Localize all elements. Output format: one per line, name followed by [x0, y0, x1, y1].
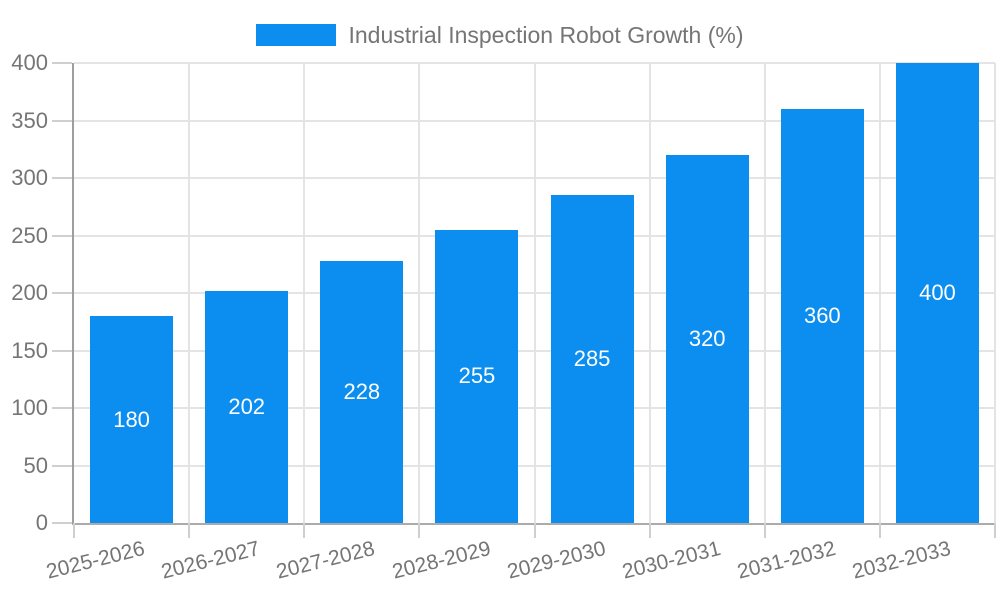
y-axis-label: 0 [35, 510, 48, 535]
x-axis-tick [73, 523, 75, 538]
bar-value-label: 228 [343, 378, 381, 404]
legend-item[interactable]: Industrial Inspection Robot Growth (%) [0, 18, 1000, 52]
y-axis-tick [52, 119, 72, 122]
x-axis-tick [763, 523, 766, 538]
bar-value-label: 255 [458, 363, 496, 389]
bar-value-label: 360 [803, 303, 841, 328]
plot-area: 180 202 228 255 285 320 360 400 [52, 62, 996, 538]
y-axis-tick [52, 464, 72, 467]
gridline-vertical [994, 63, 996, 523]
y-axis-label: 150 [11, 337, 48, 363]
bar-value-label: 320 [688, 326, 726, 351]
x-axis-label: 2026-2027 [159, 537, 263, 584]
y-axis-tick [52, 522, 72, 524]
y-axis-tick [52, 234, 72, 237]
bar-value-label: 202 [228, 393, 266, 419]
bar-2031-2032[interactable]: 360 [780, 109, 864, 523]
bar-2032-2033[interactable]: 400 [895, 63, 979, 523]
bar-2030-2031[interactable]: 320 [665, 155, 749, 523]
y-axis-labels: 0 50 100 150 200 250 300 350 400 [0, 50, 50, 535]
x-axis-label: 2029-2030 [504, 537, 608, 584]
x-axis-tick [533, 523, 536, 538]
y-axis-label: 300 [11, 165, 48, 190]
gridline-vertical [763, 63, 766, 523]
legend-swatch [256, 24, 337, 46]
gridline-vertical [303, 63, 306, 523]
bar-2029-2030[interactable]: 285 [550, 195, 634, 523]
y-axis-label: 400 [11, 50, 48, 75]
y-axis-label: 50 [23, 452, 48, 478]
y-axis-label: 350 [11, 107, 48, 133]
bar-value-label: 285 [573, 346, 611, 372]
x-axis-label: 2031-2032 [734, 537, 838, 584]
x-axis-tick [188, 523, 191, 538]
x-axis-label: 2030-2031 [619, 537, 723, 584]
bar-2025-2026[interactable]: 180 [90, 316, 174, 523]
x-axis-tick [878, 523, 881, 538]
bar-2027-2028[interactable]: 228 [320, 260, 404, 523]
x-axis-label: 2032-2033 [849, 537, 954, 584]
y-axis-tick [52, 177, 72, 179]
x-axis-tick [648, 523, 651, 538]
bar-value-label: 400 [919, 280, 956, 305]
x-axis-label: 2028-2029 [389, 537, 493, 584]
x-axis-tick [418, 523, 421, 538]
x-axis-label: 2027-2028 [274, 537, 378, 584]
y-axis-tick [52, 407, 72, 409]
gridline-vertical [878, 63, 881, 523]
x-axis-labels: 2025-2026 2026-2027 2027-2028 2028-2029 2029… [44, 525, 1000, 600]
gridline-vertical [418, 63, 421, 523]
bar-2028-2029[interactable]: 255 [435, 229, 519, 523]
gridline-vertical [188, 63, 191, 523]
y-axis-tick [52, 349, 72, 352]
x-axis-tick [303, 523, 306, 538]
gridline-vertical [648, 63, 651, 523]
bar-value-label: 180 [113, 406, 150, 432]
legend-label: Industrial Inspection Robot Growth (%) [348, 21, 744, 48]
y-axis-label: 100 [11, 395, 48, 420]
x-axis-label: 2025-2026 [44, 537, 148, 584]
x-axis-tick [994, 523, 996, 538]
gridline-vertical [533, 63, 536, 523]
y-axis-tick [52, 292, 72, 294]
y-axis-tick [52, 62, 72, 64]
y-axis-label: 200 [11, 280, 48, 305]
bar-2026-2027[interactable]: 202 [205, 290, 289, 523]
y-axis-label: 250 [11, 222, 48, 248]
